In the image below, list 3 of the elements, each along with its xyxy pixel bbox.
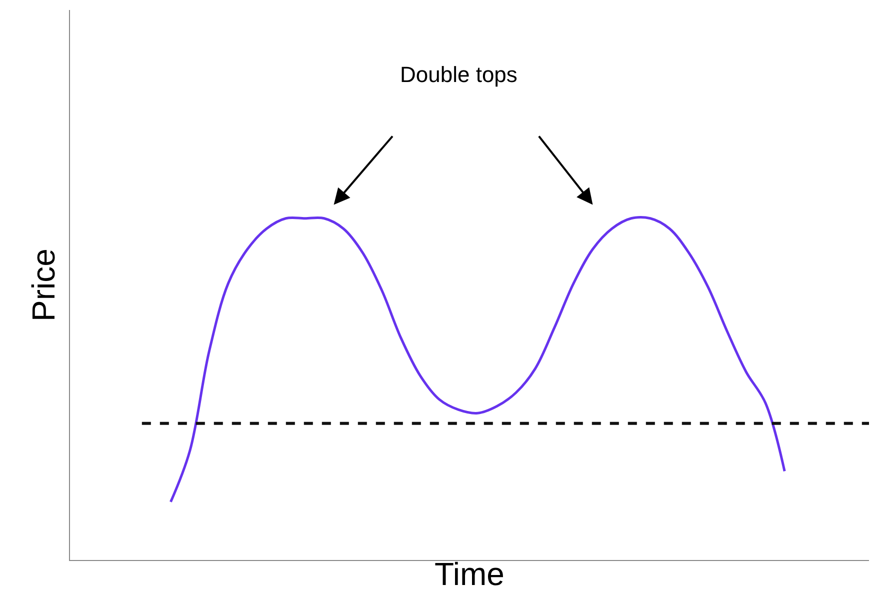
y-axis-title: Price: [25, 248, 62, 322]
x-axis-title: Time: [434, 556, 504, 592]
text: Double tops: [400, 62, 518, 87]
